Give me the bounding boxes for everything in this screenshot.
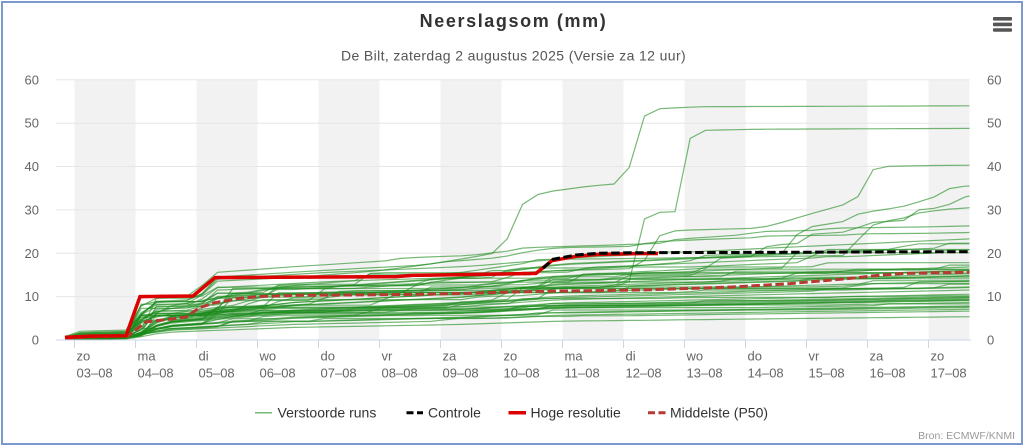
svg-text:do: do [321,349,335,364]
svg-text:zo: zo [504,349,518,364]
svg-text:50: 50 [987,116,1001,131]
svg-text:10–08: 10–08 [504,366,540,381]
svg-text:60: 60 [987,72,1001,87]
svg-text:10: 10 [987,289,1001,304]
svg-text:do: do [748,349,762,364]
svg-text:0: 0 [987,333,994,348]
svg-text:20: 20 [987,246,1001,261]
svg-text:ma: ma [138,349,157,364]
svg-text:08–08: 08–08 [382,366,418,381]
svg-text:12–08: 12–08 [626,366,662,381]
svg-text:ma: ma [565,349,584,364]
svg-text:04–08: 04–08 [138,366,174,381]
svg-text:30: 30 [987,202,1001,217]
svg-text:wo: wo [259,349,277,364]
svg-text:di: di [199,349,209,364]
svg-text:17–08: 17–08 [931,366,967,381]
svg-text:10: 10 [25,289,39,304]
svg-text:Bron: ECMWF/KNMI: Bron: ECMWF/KNMI [918,430,1015,442]
svg-text:wo: wo [686,349,704,364]
svg-text:De Bilt, zaterdag 2 augustus 2: De Bilt, zaterdag 2 augustus 2025 (Versi… [341,48,686,64]
svg-text:Verstoorde runs: Verstoorde runs [278,405,377,421]
svg-text:50: 50 [25,116,39,131]
svg-text:03–08: 03–08 [77,366,113,381]
svg-text:05–08: 05–08 [199,366,235,381]
svg-text:60: 60 [25,72,39,87]
svg-text:di: di [626,349,636,364]
svg-text:zo: zo [931,349,945,364]
svg-text:15–08: 15–08 [809,366,845,381]
svg-text:Neerslagsom (mm): Neerslagsom (mm) [420,11,608,31]
svg-text:Controle: Controle [428,405,481,421]
svg-text:16–08: 16–08 [870,366,906,381]
svg-text:za: za [443,349,458,364]
svg-text:vr: vr [382,349,394,364]
svg-text:za: za [870,349,885,364]
svg-text:vr: vr [809,349,821,364]
svg-text:40: 40 [25,159,39,174]
svg-text:13–08: 13–08 [687,366,723,381]
svg-text:zo: zo [77,349,91,364]
svg-text:30: 30 [25,202,39,217]
svg-text:07–08: 07–08 [321,366,357,381]
svg-text:11–08: 11–08 [565,366,600,381]
svg-text:14–08: 14–08 [748,366,784,381]
svg-text:06–08: 06–08 [260,366,296,381]
svg-text:09–08: 09–08 [443,366,479,381]
svg-text:Middelste (P50): Middelste (P50) [670,405,768,421]
svg-text:20: 20 [25,246,39,261]
svg-text:0: 0 [32,333,39,348]
svg-text:40: 40 [987,159,1001,174]
svg-text:Hoge resolutie: Hoge resolutie [531,405,621,421]
